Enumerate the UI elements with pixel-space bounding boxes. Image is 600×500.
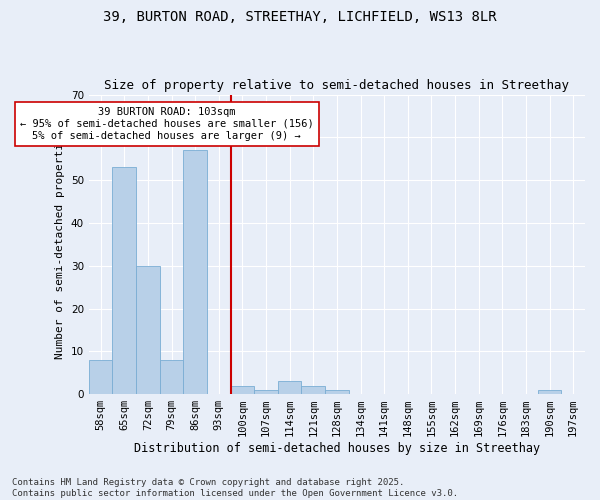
Bar bbox=[160, 360, 184, 394]
Bar bbox=[230, 386, 254, 394]
Bar bbox=[538, 390, 562, 394]
Bar bbox=[325, 390, 349, 394]
Title: Size of property relative to semi-detached houses in Streethay: Size of property relative to semi-detach… bbox=[104, 79, 569, 92]
Y-axis label: Number of semi-detached properties: Number of semi-detached properties bbox=[55, 130, 65, 359]
Bar bbox=[301, 386, 325, 394]
Bar bbox=[254, 390, 278, 394]
Text: Contains HM Land Registry data © Crown copyright and database right 2025.
Contai: Contains HM Land Registry data © Crown c… bbox=[12, 478, 458, 498]
Text: 39, BURTON ROAD, STREETHAY, LICHFIELD, WS13 8LR: 39, BURTON ROAD, STREETHAY, LICHFIELD, W… bbox=[103, 10, 497, 24]
Bar bbox=[136, 266, 160, 394]
Bar bbox=[112, 168, 136, 394]
Bar bbox=[278, 381, 301, 394]
Text: 39 BURTON ROAD: 103sqm
← 95% of semi-detached houses are smaller (156)
5% of sem: 39 BURTON ROAD: 103sqm ← 95% of semi-det… bbox=[20, 108, 314, 140]
X-axis label: Distribution of semi-detached houses by size in Streethay: Distribution of semi-detached houses by … bbox=[134, 442, 540, 455]
Bar bbox=[89, 360, 112, 394]
Bar bbox=[184, 150, 207, 394]
